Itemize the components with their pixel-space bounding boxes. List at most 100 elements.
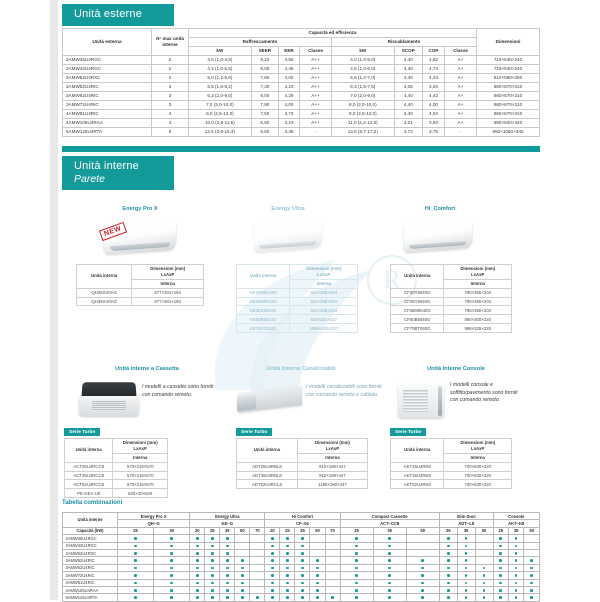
compat-dot <box>514 537 518 540</box>
cell-compat <box>507 563 525 573</box>
compat-dot <box>301 551 304 555</box>
cell-compat <box>189 593 206 602</box>
compat-dot <box>421 588 424 592</box>
table-row: KE20M9010G 822×258×203 <box>235 287 358 298</box>
cell-max: 2 <box>151 73 189 83</box>
compat-dot <box>226 588 229 592</box>
cell-compat <box>153 585 191 595</box>
th-capacity: 35 <box>153 526 191 536</box>
compat-dot <box>514 596 518 599</box>
cell-compat <box>456 534 476 543</box>
cell-max: 3 <box>151 82 189 92</box>
table-header-row: Unità interna Dimensioni (mm) LxAxP <box>236 438 369 463</box>
th-heating-class: Classe <box>444 46 477 56</box>
th-capacity: 25 <box>492 526 509 536</box>
th-cooling-kw: kW <box>188 46 252 56</box>
compat-dot <box>316 581 319 585</box>
compat-dot <box>170 551 173 555</box>
section-subtitle-indoor: Parete <box>74 173 105 185</box>
cell-compat <box>294 585 311 595</box>
compat-dot <box>241 559 244 562</box>
table-row: ACT52U4RCC8 570×215×570 <box>63 479 168 490</box>
product-title-console: Unità Interne Console <box>427 366 485 372</box>
table-row: 4AMW105U4RAA 4 10,0 (2,6-11,5) 6,50 3,23 A++ 1… <box>62 118 540 128</box>
th-dim: Dimensioni (mm) LxAxP <box>289 264 358 280</box>
compat-dot <box>499 537 503 540</box>
cell-compat <box>372 534 407 543</box>
table-row: CF50B5040G 890×300×220 <box>389 314 512 325</box>
outdoor-table-body: 2AMW35U4RGC 2 3,5 (1,0-4,5) 8,10 4,55 A++ 4,0 … <box>62 55 540 137</box>
table-header-row: Unità interna Dimensioni (mm) LxAxP <box>63 438 168 463</box>
cell-compat <box>523 534 540 543</box>
cell-compat <box>116 593 155 602</box>
cell-compat <box>249 534 266 543</box>
cell-compat <box>372 593 407 602</box>
cell-dim: 877×301×194 <box>131 296 204 307</box>
cell-hkw: 7,0 (2,0-9,0) <box>330 91 395 101</box>
cell-compat <box>507 578 525 587</box>
table-row: ACT26U4RCC8 570×215×570 <box>63 461 168 472</box>
cell-compat <box>279 593 296 602</box>
compat-dot <box>195 566 199 570</box>
th-dim: Dimensioni (mm) LxAxP <box>112 438 168 454</box>
cell-dim: 998×325×225 <box>443 323 512 334</box>
table-row: 2AMW42U4RGC <box>62 541 540 550</box>
compat-dot <box>170 537 173 540</box>
cell-model: KE25M9010G <box>235 296 291 307</box>
compat-dot <box>355 588 358 592</box>
cell-scop: 4,40 <box>393 91 423 101</box>
compat-dot <box>530 559 533 562</box>
cell-compat <box>189 534 206 543</box>
cell-model: 4AMW105U4RAA <box>62 585 118 595</box>
compat-dot <box>170 559 173 562</box>
cell-compat <box>507 571 525 580</box>
cell-compat <box>294 563 311 573</box>
outdoor-units-table: Unità esterna N° max unità interne Capac… <box>62 28 540 137</box>
compat-dot <box>286 551 289 555</box>
cell-model: 5AMW125U4RTA <box>62 593 118 602</box>
cell-compat <box>438 563 458 573</box>
cell-compat <box>474 534 494 543</box>
compat-dot <box>446 574 450 577</box>
section-chip-outdoor: Unità esterne <box>62 4 174 26</box>
table-row: 3AMW52U4RIC <box>62 556 540 565</box>
cell-compat <box>507 548 525 558</box>
th-capacity: 50 <box>309 526 326 536</box>
cell-compat <box>116 571 155 580</box>
cell-model: ADT52U4RCL8 <box>236 479 298 490</box>
cell-dim: 620×40×620 <box>112 488 168 499</box>
compat-dot <box>195 596 199 599</box>
table-row: 2AMW42U4RGC 2 4,1 (1,0-5,5) 8,00 4,46 A++ 4,5 … <box>62 64 540 74</box>
cell-compat <box>339 578 374 587</box>
cell-cop: 4,43 <box>421 91 446 101</box>
cell-seer: 7,30 <box>250 82 279 92</box>
cell-compat <box>405 548 440 558</box>
compat-dot <box>195 544 199 548</box>
cell-compat <box>324 541 341 550</box>
compat-dot <box>134 596 137 599</box>
th-unit: Unità interna <box>75 264 133 289</box>
compat-dot <box>226 566 229 570</box>
cell-ckw: 5,0 (1,2-6,6) <box>188 73 252 83</box>
cell-compat <box>523 548 540 558</box>
table-row: ADT52U4RCL8 1180×190×447 <box>236 479 369 490</box>
cell-model: 4AMW81U4RIC <box>62 109 152 119</box>
cell-dim: 700×630×220 <box>443 479 512 490</box>
table-row: AKT52U4RK8 700×630×220 <box>389 479 512 490</box>
th-capacity: 50 <box>474 526 494 536</box>
cell-model: AKT52U4RK8 <box>389 479 445 490</box>
compat-dot <box>388 551 391 555</box>
cell-cclass: A++ <box>299 118 332 128</box>
compat-dot <box>271 596 274 599</box>
compat-dot <box>514 544 518 548</box>
cell-dim: 877×301×194 <box>131 287 204 298</box>
th-unit: Unità interna <box>389 438 445 463</box>
cell-dim: 950×840×340 <box>476 118 540 128</box>
compat-dot <box>301 537 304 540</box>
cell-compat <box>405 585 440 595</box>
cell-compat <box>234 534 251 543</box>
section-title-outdoor: Unità esterne <box>74 8 143 20</box>
cell-compat <box>523 585 540 595</box>
cell-compat <box>474 548 494 558</box>
